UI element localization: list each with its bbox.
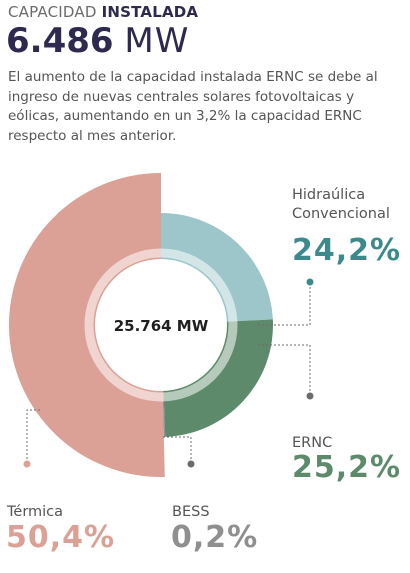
capacity-label: CAPACIDAD INSTALADA (8, 3, 198, 21)
leader-termica-dot (23, 460, 31, 468)
leader-ernc-dot (306, 392, 314, 400)
leader-bess-dot (187, 460, 195, 468)
bess-percentage: 0,2% (171, 520, 259, 555)
termica-percentage: 50,4% (6, 520, 116, 555)
capacity-label-regular: CAPACIDAD (8, 3, 97, 21)
center-disc (95, 259, 227, 391)
capacity-label-bold: INSTALADA (101, 3, 199, 21)
chart-leader-lines (23, 278, 314, 468)
hidraulica-label-line1: Hidraúlica (292, 187, 366, 203)
leader-bess (163, 436, 192, 464)
capacity-unit: MW (124, 21, 190, 61)
center-ring (84, 248, 238, 402)
ernc-label: ERNC (292, 435, 333, 451)
leader-hidraulica (258, 282, 311, 326)
description-text: El aumento de la capacidad instalada ERN… (8, 69, 378, 144)
capacity-number: 6.486 (6, 21, 114, 61)
hidraulica-label-line2: Convencional (292, 206, 390, 222)
leader-termica (26, 409, 40, 464)
ernc-percentage: 25,2% (292, 450, 402, 485)
hidraulica-percentage: 24,2% (292, 233, 402, 268)
hidraulica-label: Hidraúlica Convencional (292, 186, 390, 224)
center-total-label: 25.764 MW (114, 317, 209, 335)
termica-label: Térmica (7, 504, 64, 520)
leader-ernc (258, 344, 311, 396)
bess-label: BESS (172, 504, 210, 520)
capacity-value: 6.486 MW (6, 21, 189, 61)
leader-hidraulica-dot (306, 278, 314, 286)
